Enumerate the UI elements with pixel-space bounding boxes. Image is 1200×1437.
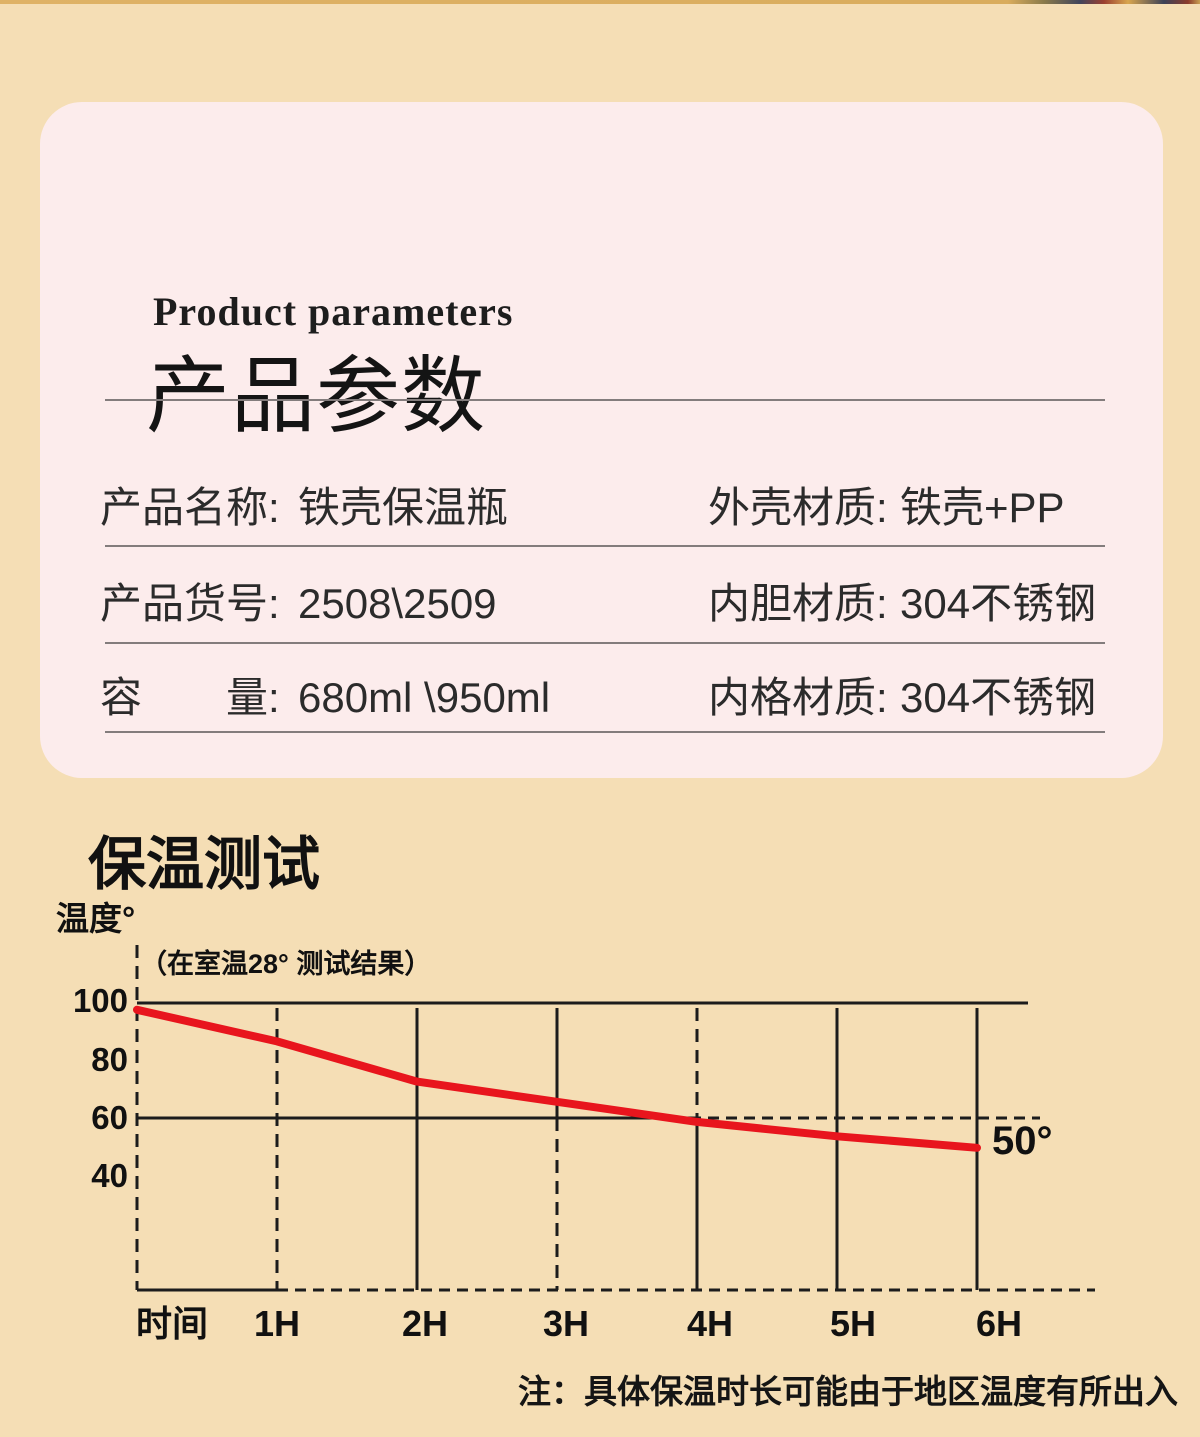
top-edge-strip [0,0,1200,4]
y-tick-40: 40 [91,1157,128,1194]
param-label-product-name: 产品名称: [100,484,280,531]
param-value-liner-material: 304不锈钢 [900,580,1097,627]
divider [105,399,1105,401]
divider [105,642,1105,644]
param-label-inner-material: 内格材质: [708,674,888,721]
x-tick-2h: 2H [401,1303,449,1344]
divider [105,731,1105,733]
x-tick-3h: 3H [542,1303,590,1344]
param-label-item-number: 产品货号: [100,580,280,627]
y-tick-100: 100 [72,982,128,1019]
param-value-product-name: 铁壳保温瓶 [298,484,509,531]
x-tick-time: 时间 [135,1303,208,1344]
param-value-item-number: 2508\2509 [298,580,497,627]
x-tick-4h: 4H [686,1303,734,1344]
param-value-capacity: 680ml \950ml [298,674,551,721]
y-tick-80: 80 [91,1041,128,1078]
param-label-shell-material: 外壳材质: [708,484,888,531]
param-value-shell-material: 铁壳+PP [900,484,1065,531]
x-tick-5h: 5H [829,1303,877,1344]
temperature-line [133,1005,981,1152]
param-value-inner-material: 304不锈钢 [900,674,1097,721]
divider [105,545,1105,547]
curve-end-value-label: 50° [992,1119,1053,1163]
param-label-liner-material: 内胆材质: [708,580,888,627]
chart-footnote: 注：具体保温时长可能由于地区温度有所出入 [518,1373,1178,1410]
card-title: 产品参数 [146,349,487,443]
product-parameters-card: Product parameters 产品参数 [40,102,1163,778]
x-tick-6h: 6H [975,1303,1023,1344]
param-label-capacity: 容 量: [100,674,280,721]
card-subtitle-en: Product parameters [153,289,514,334]
chart-title: 保温测试 [88,832,321,897]
chart-y-axis-label: 温度° [56,900,136,937]
x-tick-1h: 1H [253,1303,301,1344]
chart-condition-note: （在室温28° 测试结果） [140,949,432,979]
y-tick-60: 60 [91,1099,128,1136]
